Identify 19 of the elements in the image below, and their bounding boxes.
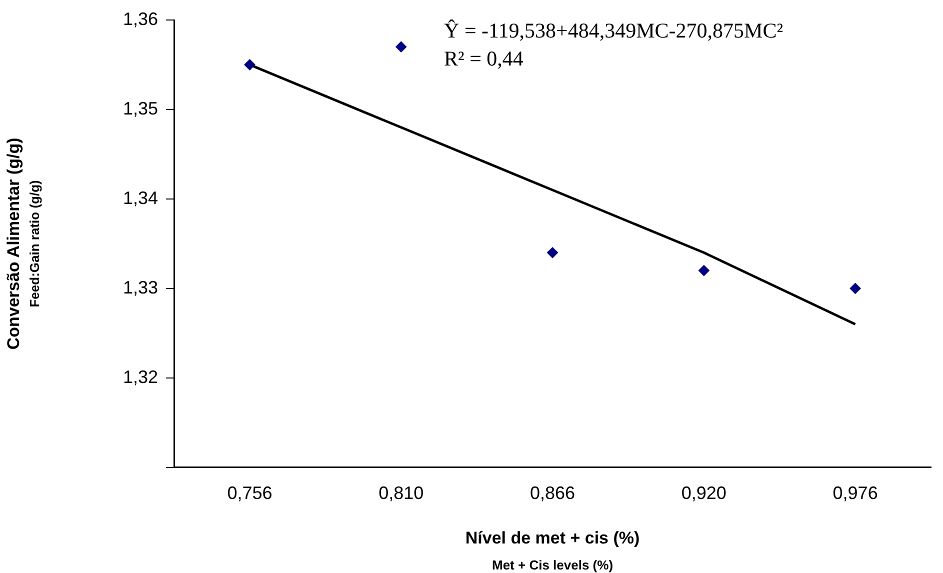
point xyxy=(396,41,407,52)
y-tick-label: 1,33 xyxy=(122,277,158,298)
y-tick-label: 1,34 xyxy=(122,188,158,208)
annotation: Ŷ = -119,538+484,349MC-270,875MC² xyxy=(444,18,783,43)
x-tick-label: 0,920 xyxy=(681,483,726,504)
annotation: R² = 0,44 xyxy=(444,46,524,71)
x-tick-label: 0,976 xyxy=(832,483,878,504)
point xyxy=(244,59,256,70)
y-tick-label: 1,32 xyxy=(122,366,158,387)
x-axis-title: Nível de met + cis (%) Met + Cis levels (%) xyxy=(465,528,640,572)
x-tick-label: 0,756 xyxy=(227,483,272,504)
x-tick-label: 0,810 xyxy=(378,483,424,504)
y-tick-label: 1,35 xyxy=(122,98,158,118)
y-tick-label: 1,36 xyxy=(122,8,158,29)
point xyxy=(698,265,710,276)
point xyxy=(850,282,861,294)
point xyxy=(547,247,558,258)
y-axis-title: Conversão Alimentar (g/g) Feed:Gain ratio (g/g) xyxy=(4,138,42,350)
x-tick-label: 0,866 xyxy=(530,483,576,504)
